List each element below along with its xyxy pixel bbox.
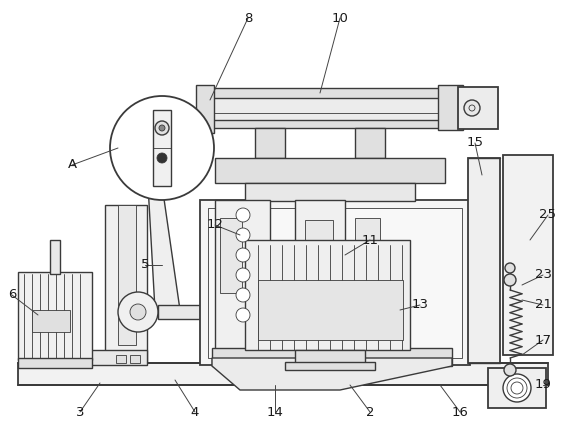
- Bar: [148, 183, 170, 191]
- Bar: [255, 128, 285, 158]
- Circle shape: [130, 304, 146, 320]
- Text: 14: 14: [267, 406, 283, 418]
- Bar: [458, 87, 498, 129]
- Text: 19: 19: [535, 378, 551, 391]
- Bar: [85, 350, 147, 365]
- Bar: [118, 205, 136, 345]
- Circle shape: [505, 263, 515, 273]
- Circle shape: [157, 153, 167, 163]
- Bar: [295, 200, 345, 350]
- Text: 3: 3: [76, 406, 84, 418]
- Polygon shape: [212, 358, 452, 390]
- Text: 2: 2: [366, 406, 374, 418]
- Circle shape: [236, 268, 250, 282]
- Bar: [208, 208, 462, 358]
- Bar: [220, 218, 242, 293]
- Bar: [196, 85, 214, 133]
- Bar: [158, 305, 200, 319]
- Text: 13: 13: [412, 299, 429, 311]
- Circle shape: [236, 248, 250, 262]
- Bar: [153, 110, 171, 186]
- Bar: [116, 355, 126, 363]
- Bar: [18, 272, 92, 360]
- Bar: [245, 240, 410, 350]
- Text: 6: 6: [8, 288, 16, 302]
- Bar: [503, 155, 553, 355]
- Bar: [285, 362, 375, 370]
- Text: 17: 17: [535, 334, 552, 346]
- Text: 23: 23: [535, 268, 552, 282]
- Text: 21: 21: [535, 299, 552, 311]
- Text: 12: 12: [206, 219, 223, 231]
- Bar: [258, 280, 403, 340]
- Bar: [197, 120, 443, 128]
- Bar: [212, 348, 452, 366]
- Circle shape: [236, 208, 250, 222]
- Text: 11: 11: [361, 233, 378, 247]
- Bar: [245, 183, 415, 201]
- Bar: [200, 95, 440, 123]
- Bar: [295, 350, 365, 365]
- Circle shape: [504, 364, 516, 376]
- Circle shape: [503, 374, 531, 402]
- Text: 5: 5: [141, 259, 149, 271]
- Circle shape: [504, 274, 516, 286]
- Bar: [18, 358, 92, 368]
- Text: 16: 16: [451, 406, 469, 418]
- Circle shape: [118, 292, 158, 332]
- Bar: [18, 363, 548, 385]
- Bar: [105, 205, 147, 363]
- Bar: [32, 310, 70, 332]
- Bar: [130, 355, 140, 363]
- Bar: [215, 158, 445, 183]
- Circle shape: [236, 288, 250, 302]
- Bar: [355, 128, 385, 158]
- Bar: [438, 85, 463, 130]
- Text: 25: 25: [539, 208, 556, 222]
- Bar: [305, 220, 333, 280]
- Text: 15: 15: [466, 136, 483, 150]
- Polygon shape: [148, 185, 180, 310]
- Circle shape: [464, 100, 480, 116]
- Bar: [200, 200, 470, 365]
- Circle shape: [236, 308, 250, 322]
- Bar: [50, 240, 60, 274]
- Bar: [197, 88, 443, 98]
- Text: 8: 8: [244, 12, 252, 25]
- Circle shape: [159, 125, 165, 131]
- Bar: [468, 158, 500, 363]
- Bar: [488, 368, 546, 408]
- Bar: [215, 200, 270, 350]
- Text: A: A: [67, 158, 76, 172]
- Circle shape: [110, 96, 214, 200]
- Text: 4: 4: [191, 406, 199, 418]
- Text: 10: 10: [332, 12, 348, 25]
- Circle shape: [236, 228, 250, 242]
- Circle shape: [155, 121, 169, 135]
- Bar: [355, 218, 380, 293]
- Bar: [152, 173, 166, 187]
